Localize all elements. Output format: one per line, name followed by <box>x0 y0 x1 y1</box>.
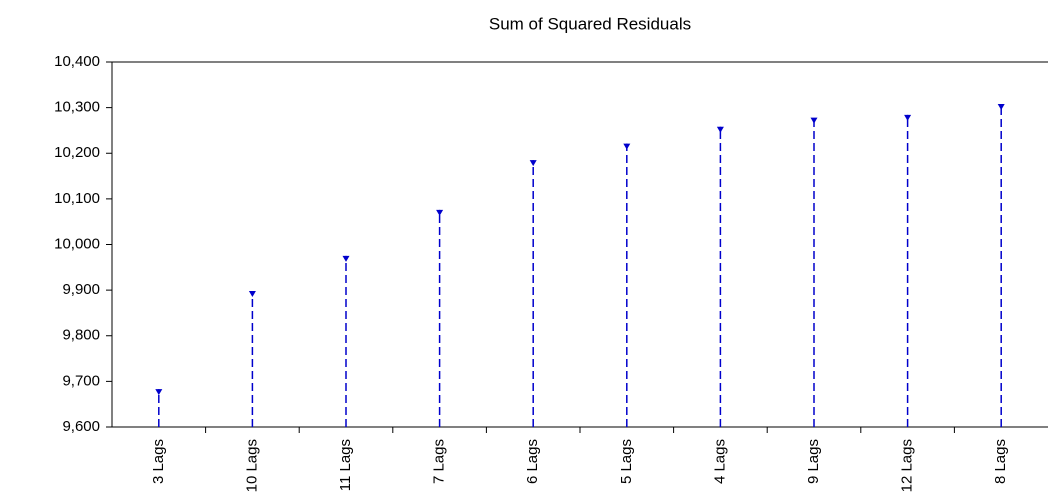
x-tick-label: 8 Lags <box>992 439 1009 484</box>
x-tick-label: 3 Lags <box>150 439 167 484</box>
stem-marker <box>904 114 912 121</box>
stem-marker <box>342 255 350 262</box>
x-tick-label: 11 Lags <box>337 439 354 491</box>
stem-marker <box>155 389 163 396</box>
y-tick-label: 10,400 <box>54 53 100 70</box>
x-tick-label: 4 Lags <box>711 439 728 484</box>
y-tick-label: 10,200 <box>54 144 100 161</box>
y-tick-label: 10,000 <box>54 235 100 252</box>
y-tick-label: 9,800 <box>62 327 100 344</box>
stem-marker <box>248 291 256 298</box>
x-tick-label: 9 Lags <box>805 439 822 484</box>
y-tick-label: 10,100 <box>54 190 100 207</box>
stem-marker <box>529 160 537 167</box>
chart-title: Sum of Squared Residuals <box>489 14 691 33</box>
stem-marker <box>716 126 724 133</box>
y-tick-label: 9,600 <box>62 418 100 435</box>
x-tick-label: 5 Lags <box>618 439 635 484</box>
y-tick-label: 9,900 <box>62 281 100 298</box>
x-tick-label: 7 Lags <box>431 439 448 484</box>
stem-marker <box>623 143 631 150</box>
x-tick-label: 12 Lags <box>899 439 916 492</box>
y-tick-label: 9,700 <box>62 372 100 389</box>
stem-marker <box>810 117 818 124</box>
stem-marker <box>436 209 444 216</box>
x-tick-label: 6 Lags <box>524 439 541 484</box>
stem-marker <box>997 103 1005 110</box>
x-tick-label: 10 Lags <box>243 439 260 492</box>
y-tick-label: 10,300 <box>54 99 100 116</box>
